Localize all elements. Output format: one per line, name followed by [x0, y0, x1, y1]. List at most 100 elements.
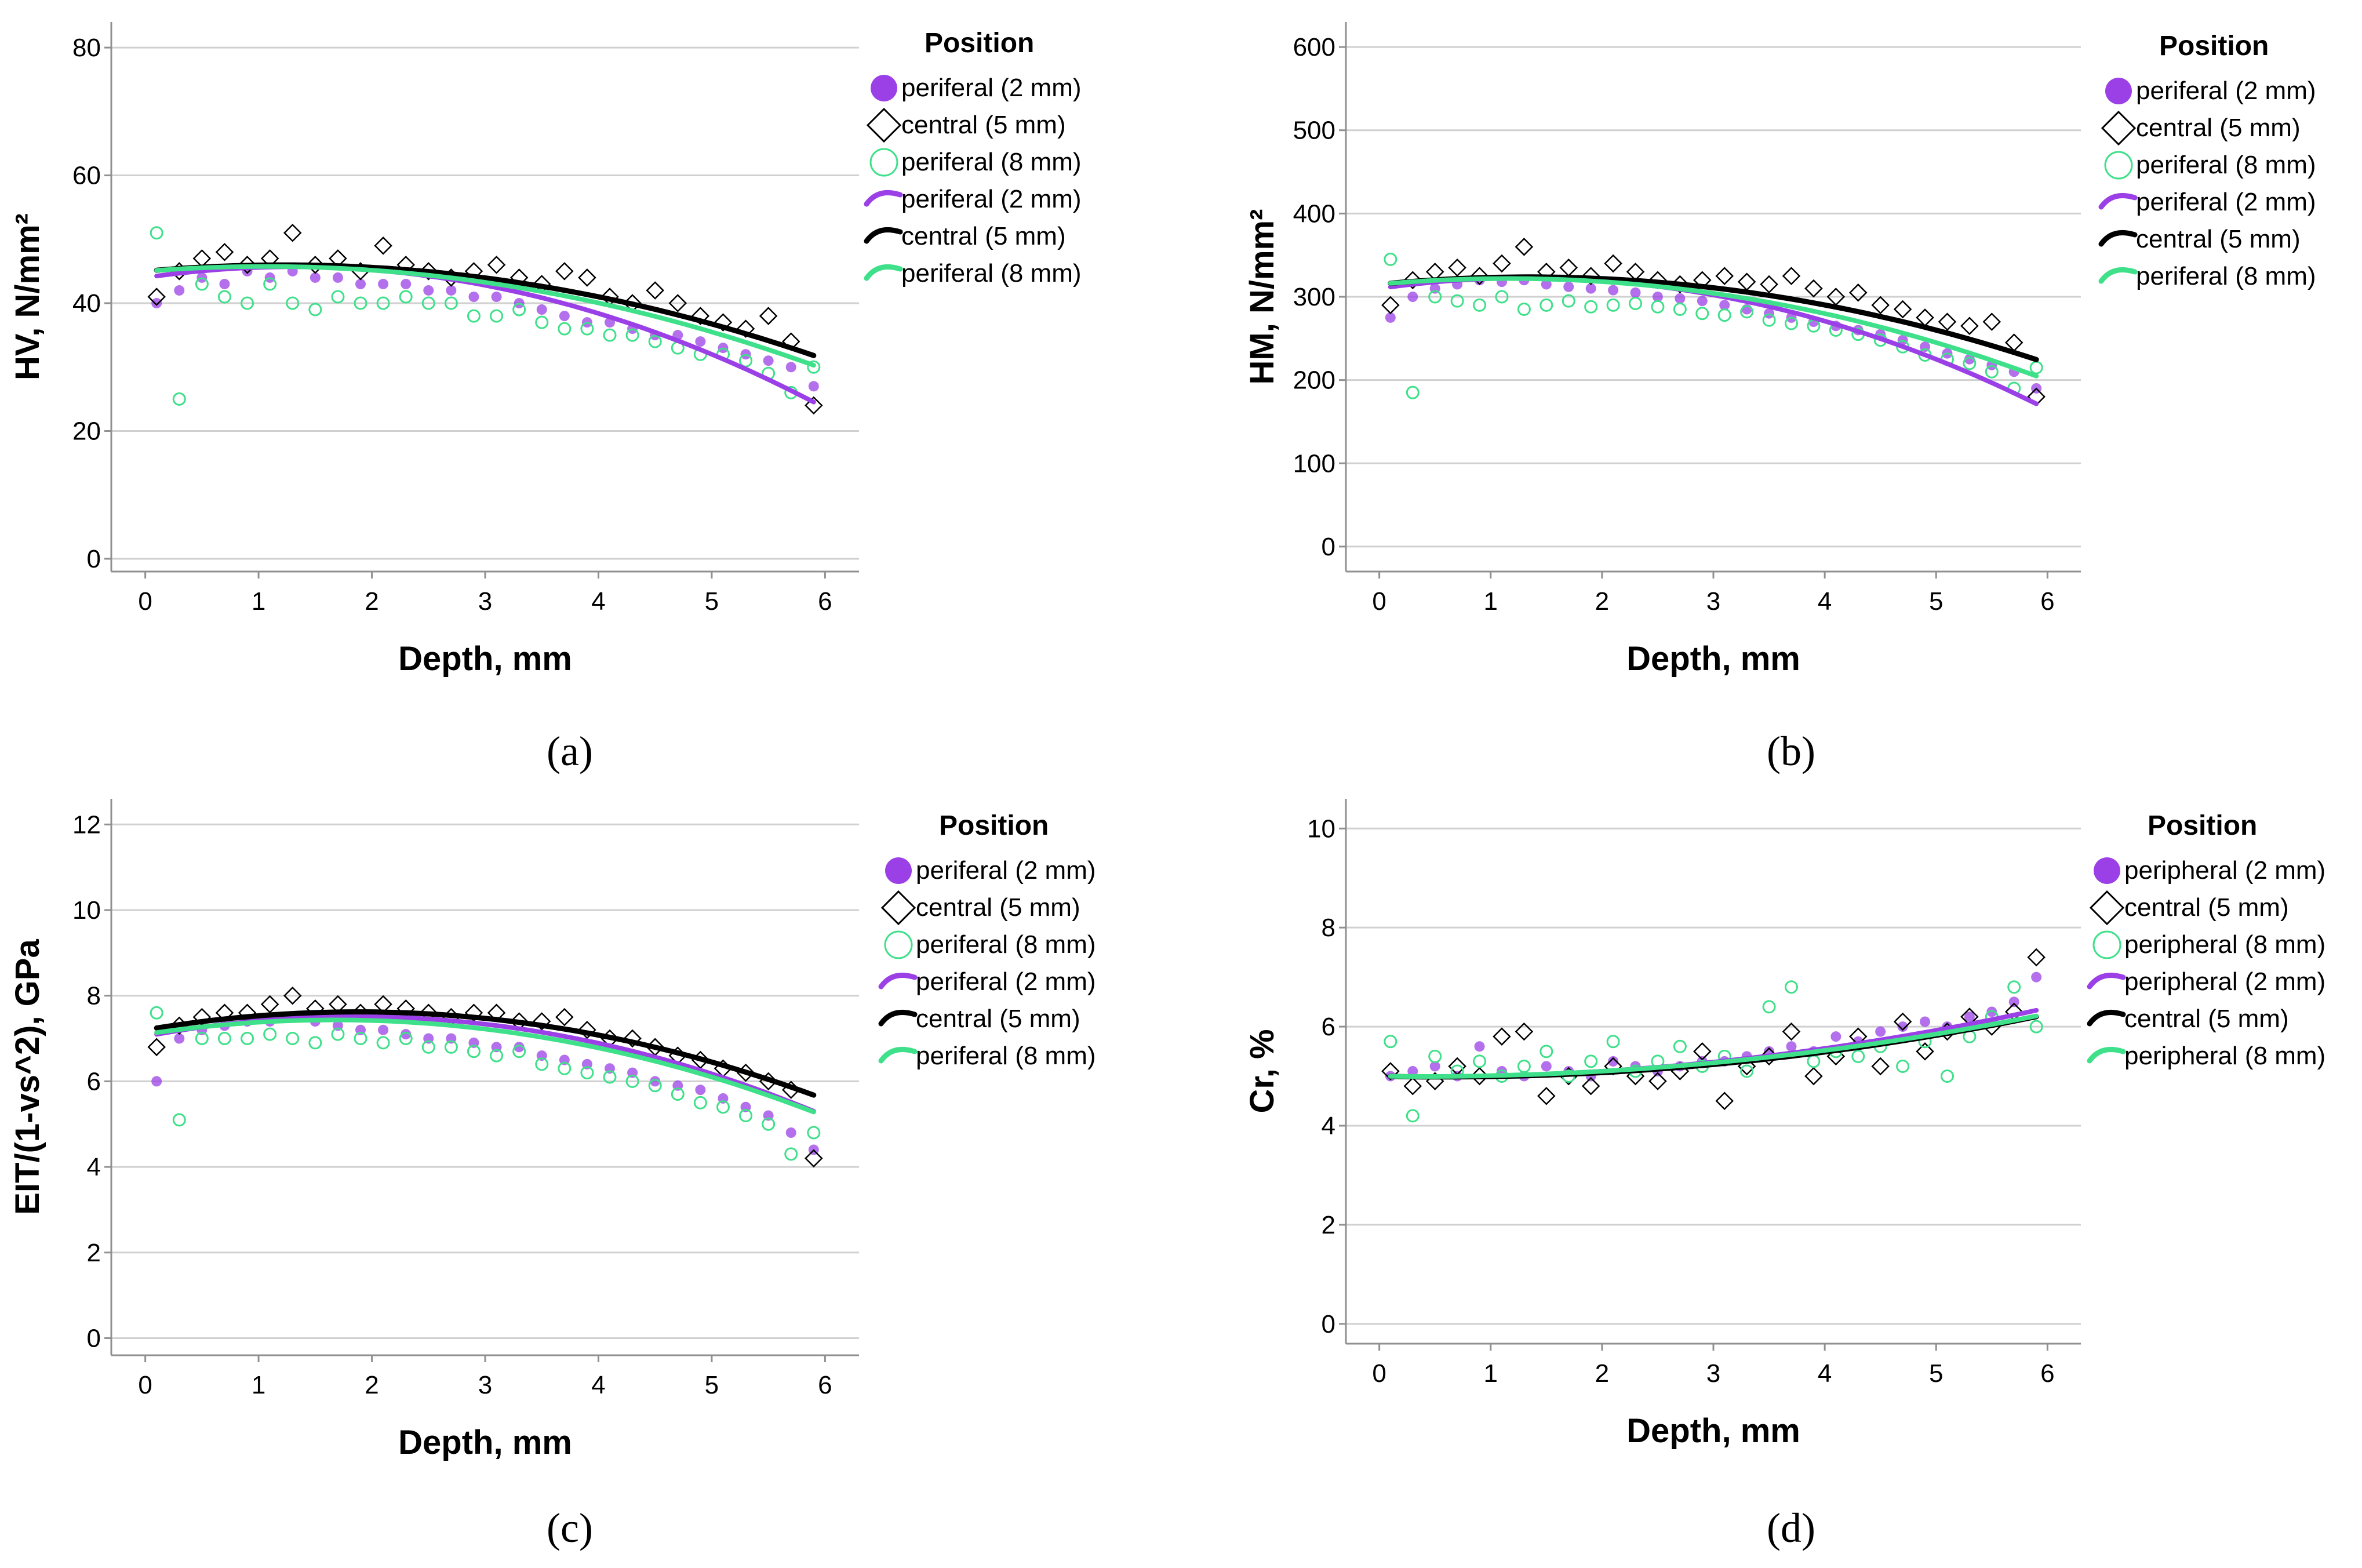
legend-marker — [2089, 890, 2125, 926]
x-tick-label: 5 — [1929, 587, 1943, 616]
data-point-black — [1760, 275, 1778, 294]
y-tick-label: 4 — [87, 1153, 101, 1181]
data-point-black — [487, 256, 506, 274]
data-point-black — [192, 249, 212, 268]
data-point-green — [241, 296, 254, 310]
data-point-purple — [2031, 972, 2042, 983]
data-point-black — [578, 268, 596, 287]
data-point-green — [603, 328, 617, 342]
y-tick-label: 6 — [1322, 1013, 1335, 1041]
data-point-green — [1784, 316, 1798, 330]
legend-marker — [2094, 857, 2120, 884]
legend: Position peripheral (2 mm) central (5 mm) p… — [2087, 810, 2325, 1070]
data-point-black — [374, 237, 392, 255]
data-point-green — [1695, 307, 1709, 321]
data-point-purple — [1875, 1026, 1886, 1037]
data-point-black — [623, 1029, 642, 1048]
data-point-purple — [1541, 1061, 1552, 1072]
data-point-black — [1938, 312, 1957, 331]
data-point-black — [1782, 267, 1801, 285]
data-point-purple — [355, 278, 366, 289]
legend-marker — [864, 264, 903, 281]
data-point-purple — [559, 311, 570, 322]
data-point-purple — [491, 292, 502, 302]
data-point-green — [580, 322, 594, 336]
data-point-black — [2027, 948, 2046, 967]
data-point-green — [421, 1040, 435, 1054]
data-point-green — [1784, 980, 1798, 994]
data-point-black — [1804, 279, 1823, 298]
data-point-green — [2029, 361, 2043, 374]
legend-marker — [864, 227, 903, 244]
y-tick-label: 600 — [1293, 33, 1335, 61]
legend-entry: periferal (8 mm) — [916, 1042, 1096, 1070]
data-point-green — [1406, 1109, 1420, 1123]
data-point-purple — [151, 298, 162, 309]
y-tick-label: 20 — [72, 417, 101, 445]
data-point-green — [467, 1045, 481, 1058]
panel-caption: (a) — [547, 728, 593, 774]
x-tick-label: 1 — [1484, 1359, 1498, 1388]
legend-marker — [880, 890, 916, 926]
data-point-green — [1740, 1064, 1754, 1078]
x-tick-label: 2 — [365, 1371, 378, 1399]
data-point-black — [1960, 316, 1979, 336]
y-tick-label: 100 — [1293, 449, 1335, 478]
y-tick-label: 80 — [72, 34, 101, 62]
data-point-green — [1651, 300, 1665, 314]
x-tick-label: 1 — [252, 587, 265, 616]
y-tick-label: 10 — [1307, 814, 1335, 843]
data-point-green — [217, 1032, 231, 1046]
x-tick-label: 5 — [705, 1371, 719, 1399]
legend-entry: periferal (8 mm) — [2136, 262, 2316, 290]
legend-marker — [884, 930, 913, 959]
data-point-black — [578, 1021, 596, 1039]
data-point-purple — [174, 1033, 185, 1044]
legend-entry: periferal (2 mm) — [901, 185, 1082, 213]
data-point-green — [1717, 308, 1731, 322]
data-point-black — [759, 307, 778, 325]
y-axis-title: Cr, % — [1243, 1029, 1281, 1113]
legend-entry: periferal (8 mm) — [901, 148, 1082, 176]
data-point-green — [1562, 294, 1575, 308]
x-tick-label: 3 — [1706, 587, 1720, 616]
data-point-green — [1740, 305, 1754, 319]
data-point-purple — [1830, 1031, 1841, 1042]
data-point-black — [1493, 254, 1511, 273]
data-point-black — [260, 995, 279, 1014]
data-point-green — [1896, 1059, 1910, 1073]
data-point-green — [308, 303, 322, 316]
data-point-black — [555, 262, 574, 281]
data-point-green — [150, 1006, 163, 1020]
data-point-black — [805, 396, 823, 415]
data-point-black — [1848, 283, 1868, 302]
data-point-green — [1606, 298, 1620, 312]
legend-marker — [2098, 267, 2138, 284]
data-point-green — [490, 309, 504, 323]
y-tick-label: 2 — [87, 1239, 101, 1267]
x-tick-label: 5 — [1929, 1359, 1943, 1388]
legend-entry: central (5 mm) — [901, 111, 1066, 139]
data-point-black — [1982, 312, 2001, 331]
data-point-purple — [219, 278, 230, 289]
legend-entry: central (5 mm) — [2124, 893, 2289, 922]
data-point-green — [331, 1027, 345, 1041]
data-point-black — [668, 294, 687, 312]
legend-entry: central (5 mm) — [901, 222, 1066, 250]
data-point-green — [625, 1074, 639, 1088]
x-tick-label: 3 — [478, 1371, 492, 1399]
x-tick-label: 4 — [1818, 1359, 1832, 1388]
data-point-black — [1559, 258, 1578, 277]
data-point-black — [1448, 258, 1466, 277]
data-point-black — [1626, 263, 1645, 281]
data-point-black — [1893, 1012, 1912, 1031]
legend-marker — [2098, 230, 2138, 247]
legend-entry: periferal (2 mm) — [901, 74, 1082, 102]
data-point-green — [1517, 1059, 1531, 1073]
panel-caption: (c) — [547, 1505, 593, 1551]
legend-marker — [2092, 930, 2121, 959]
legend-marker — [2087, 1046, 2126, 1064]
data-point-purple — [1407, 1066, 1418, 1076]
data-point-green — [195, 277, 209, 291]
